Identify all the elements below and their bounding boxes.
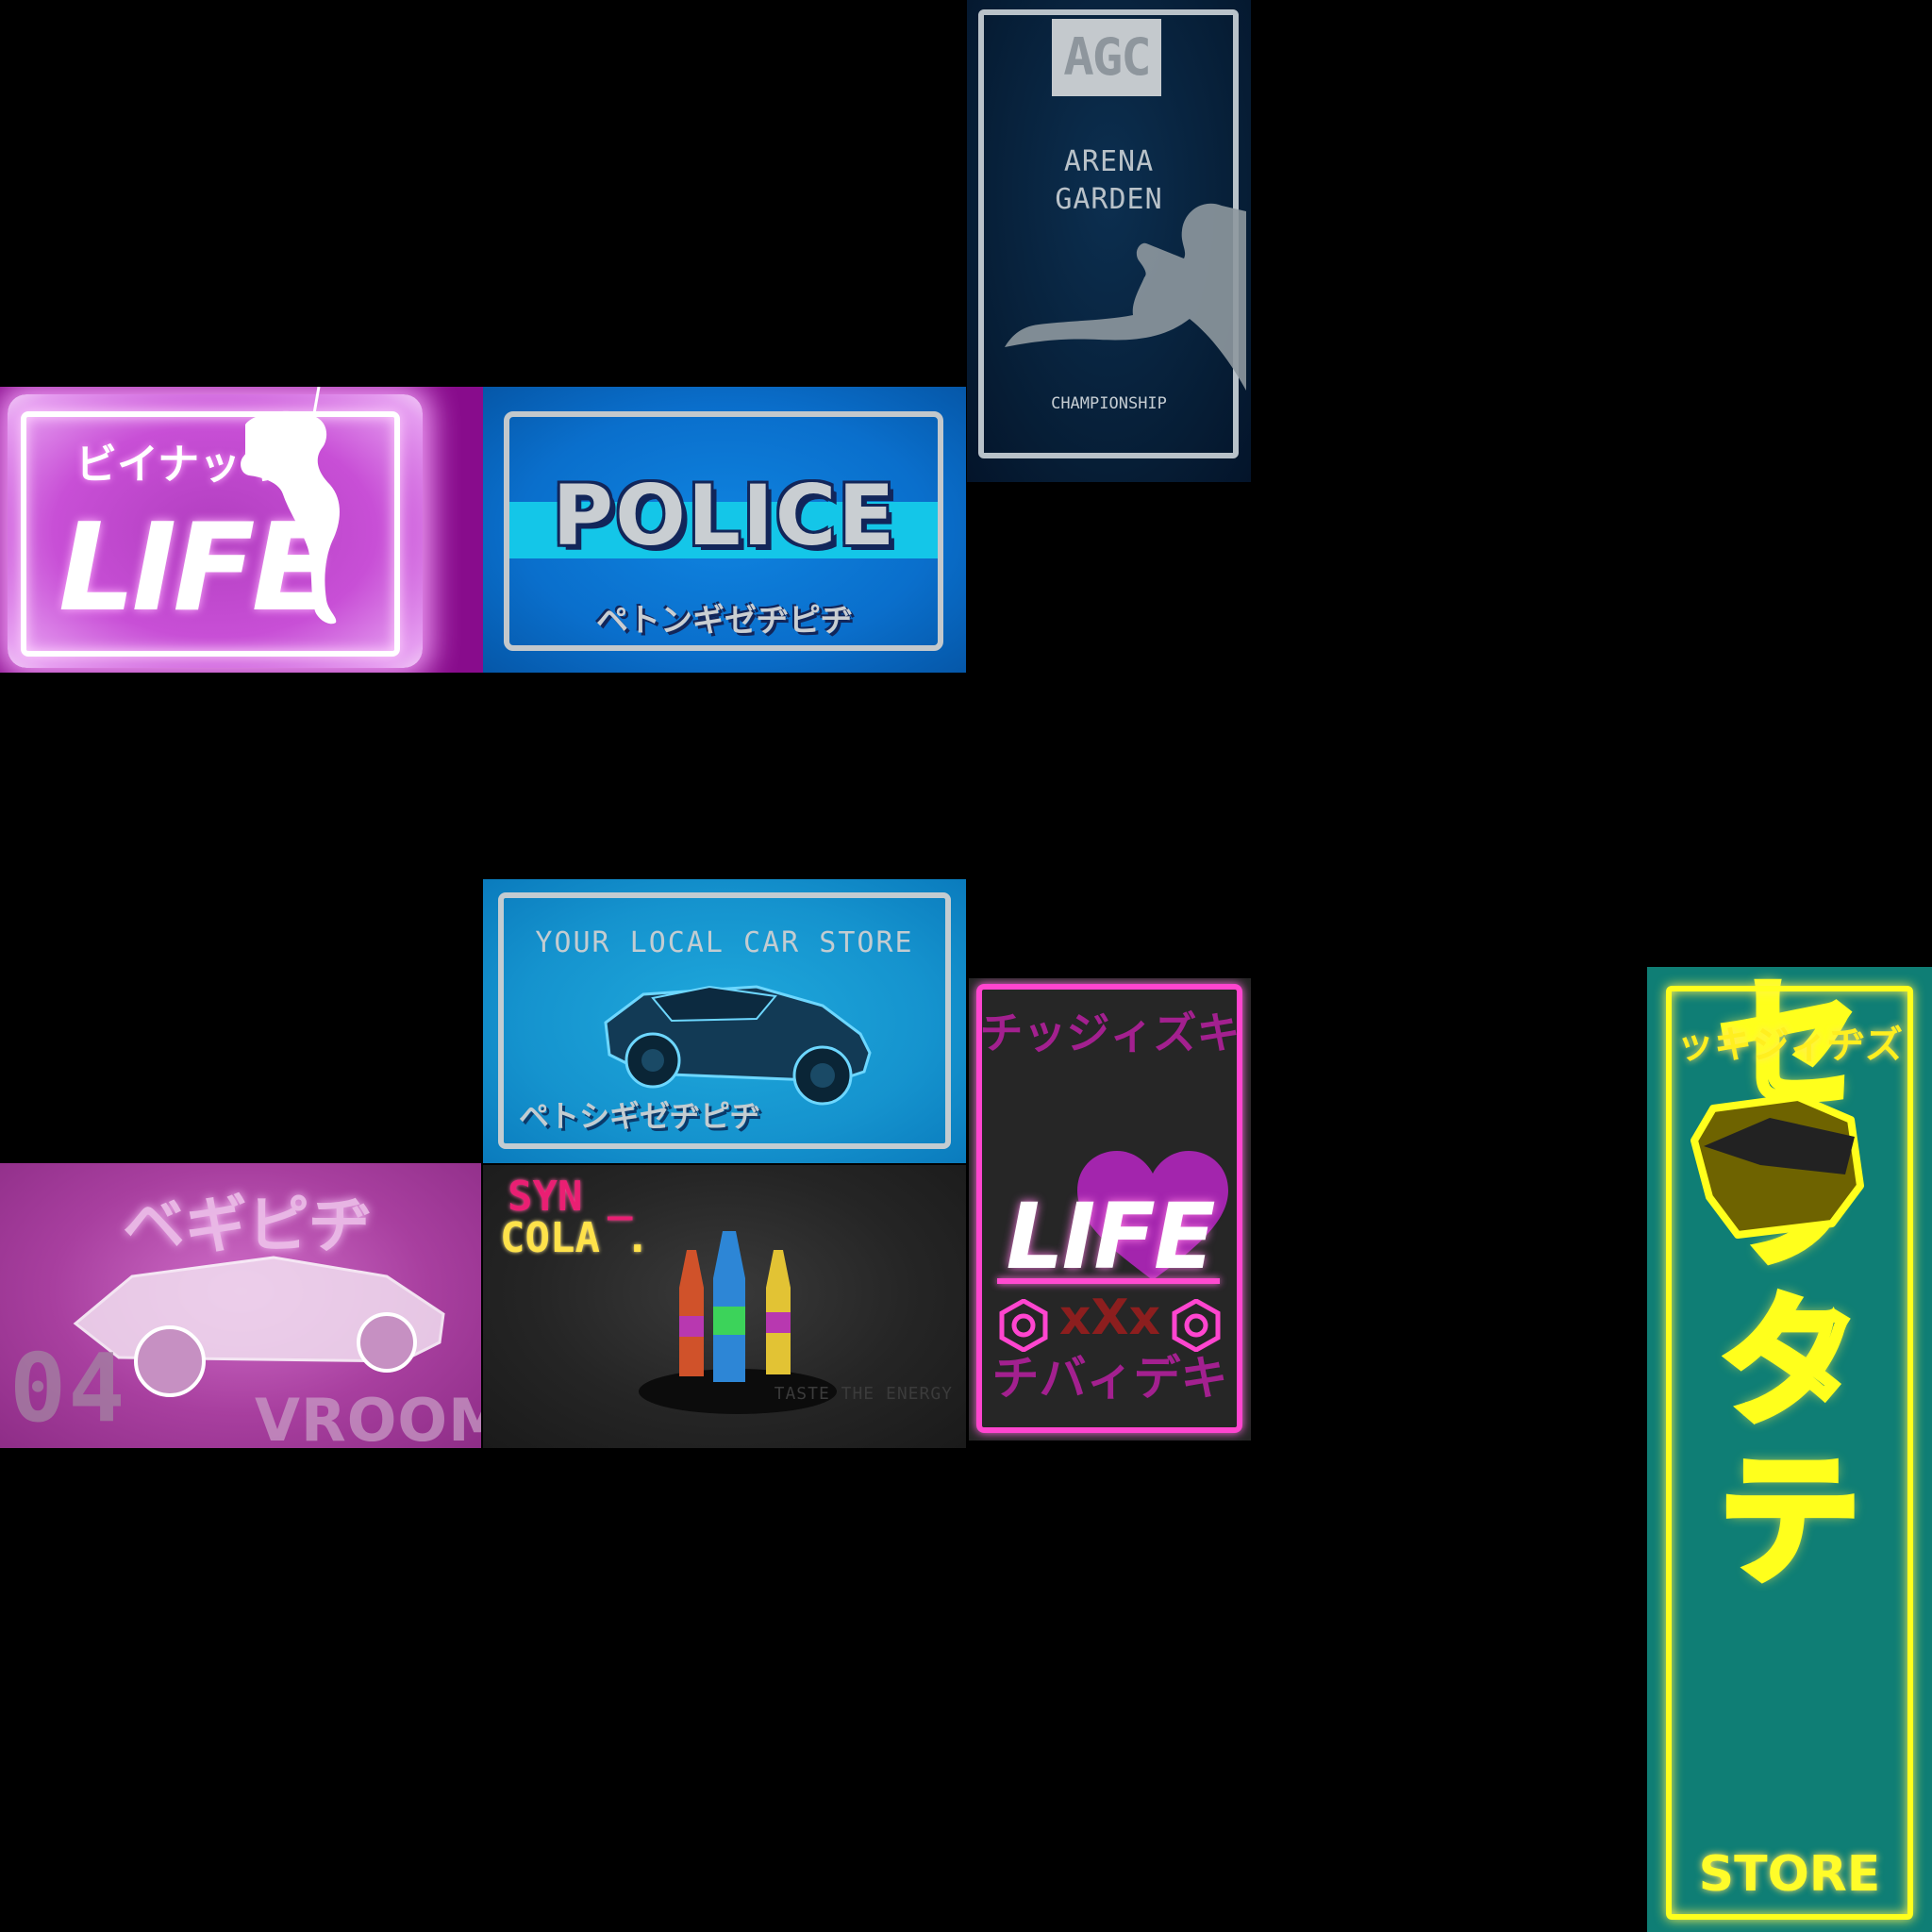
life-title: LIFE	[1006, 1184, 1215, 1290]
agc-logo: AGC	[1052, 19, 1161, 96]
life-xxx-sign: チッジィズキ LIFE xXx チバィデキ	[969, 978, 1251, 1441]
store-jp-header: ッキジィヂズ	[1676, 1024, 1903, 1067]
sign-frame	[504, 411, 943, 651]
helmet-store-sign: ッキジィヂズ セラタテ STORE	[1647, 967, 1932, 1932]
life-jp-top: チッジィズキ	[979, 1008, 1241, 1058]
dancer-silhouette-icon	[241, 387, 340, 625]
car-store-sign: YOUR LOCAL CAR STORE ペトシギゼヂピヂ	[483, 879, 966, 1163]
arena-name: ARENA GARDEN	[967, 143, 1251, 219]
championship-label: CHAMPIONSHIP	[1051, 394, 1167, 413]
syn-label: SYN _	[508, 1173, 633, 1221]
vroom-sign: ベギピヂ 04 VROOM	[0, 1163, 481, 1448]
sign-frame	[1666, 986, 1913, 1920]
police-stripe	[509, 502, 938, 558]
police-jp-text: ペトンギゼヂピヂ	[596, 602, 853, 640]
arena-name-line2: GARDEN	[1055, 183, 1163, 216]
cola-bottles-icon	[639, 1231, 837, 1414]
sign-frame	[976, 984, 1242, 1433]
hex-nut-icon	[999, 1299, 1048, 1352]
arena-name-line1: ARENA	[1063, 145, 1155, 178]
car-icon	[604, 985, 872, 1106]
sign-frame	[498, 892, 951, 1149]
neon-bar	[997, 1278, 1220, 1284]
vroom-word: VROOM	[255, 1386, 481, 1448]
neon-life-sign: ビイナッキ LIFE	[0, 387, 483, 673]
xxx-mark: xXx	[1058, 1290, 1161, 1346]
sign-frame	[21, 411, 400, 657]
fighter-silhouette-icon	[1005, 203, 1246, 391]
vroom-jp-text: ベギピヂ	[123, 1189, 372, 1261]
helmet-icon	[1690, 1093, 1864, 1239]
police-title: POLICE	[552, 467, 897, 564]
heart-icon	[1077, 1151, 1228, 1280]
arena-garden-sign: AGC ARENA GARDEN CHAMPIONSHIP	[967, 0, 1251, 482]
police-sign: POLICE ペトンギゼヂピヂ	[483, 387, 966, 673]
neon-life-title: LIFE	[58, 498, 334, 639]
car-store-jp-text: ペトシギゼヂピヂ	[519, 1098, 761, 1134]
life-jp-bottom: チバィデキ	[991, 1351, 1228, 1406]
hex-nut-icon	[1172, 1299, 1221, 1352]
cola-label: COLA .	[500, 1214, 650, 1262]
neon-glow	[8, 394, 423, 668]
store-word: STORE	[1698, 1846, 1881, 1903]
car-icon	[73, 1256, 445, 1397]
syn-cola-sign: SYN _ COLA . TASTE THE ENERGY	[483, 1165, 966, 1448]
cola-tagline: TASTE THE ENERGY	[774, 1384, 953, 1404]
vroom-number: 04	[9, 1333, 127, 1443]
car-store-heading: YOUR LOCAL CAR STORE	[535, 926, 914, 959]
